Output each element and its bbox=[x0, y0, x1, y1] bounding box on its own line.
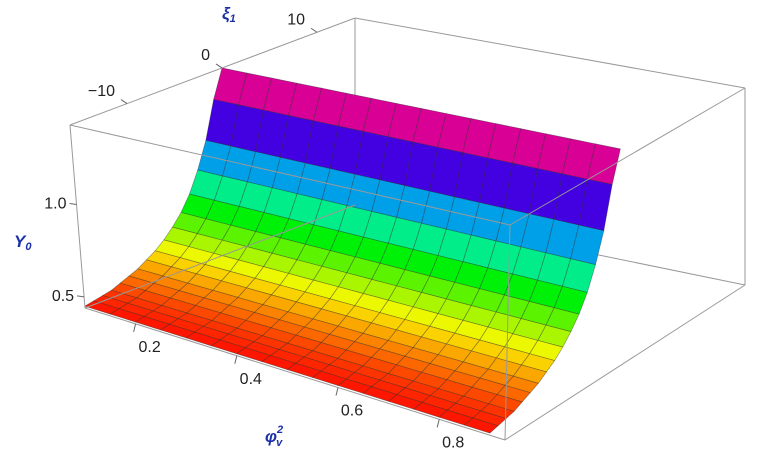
z-axis-label: Y0 bbox=[14, 232, 32, 252]
surface-patch bbox=[496, 384, 531, 403]
surface bbox=[83, 67, 621, 434]
y-tick-label: 0 bbox=[201, 47, 210, 64]
box-edge bbox=[509, 87, 746, 226]
box-edge bbox=[84, 307, 506, 441]
x-tick-label: 0.6 bbox=[341, 403, 363, 420]
y-tick bbox=[120, 99, 128, 105]
z-tick-label: 1.0 bbox=[44, 196, 66, 213]
surface-patch bbox=[537, 324, 572, 348]
box-edge bbox=[69, 17, 356, 126]
y-tick bbox=[215, 63, 223, 69]
z-tick bbox=[77, 295, 85, 298]
x-tick bbox=[436, 419, 440, 428]
surface-patch bbox=[529, 340, 564, 361]
y-axis-label: ξ1 bbox=[222, 4, 236, 24]
y-tick-label: −10 bbox=[88, 83, 115, 100]
surface-patch bbox=[463, 417, 499, 434]
box-edge bbox=[504, 284, 746, 441]
x-tick bbox=[234, 355, 238, 364]
x-axis-label: φ2 v bbox=[265, 424, 283, 449]
y-tick bbox=[310, 27, 318, 33]
surface-patch bbox=[471, 410, 507, 427]
z-tick-label: 0.5 bbox=[52, 288, 74, 305]
x-tick bbox=[133, 323, 137, 333]
x-tick-label: 0.2 bbox=[138, 339, 160, 356]
box-edge bbox=[84, 204, 356, 309]
y-tick-label: 10 bbox=[287, 11, 305, 28]
box-edge bbox=[69, 124, 86, 309]
z-tick bbox=[69, 202, 77, 205]
box-edge bbox=[354, 17, 746, 89]
box-edge bbox=[69, 124, 511, 226]
x-tick-label: 0.8 bbox=[442, 435, 464, 452]
x-tick-label: 0.4 bbox=[240, 371, 262, 388]
box-front bbox=[69, 17, 746, 441]
box-edge bbox=[504, 224, 511, 441]
x-tick bbox=[335, 387, 339, 396]
